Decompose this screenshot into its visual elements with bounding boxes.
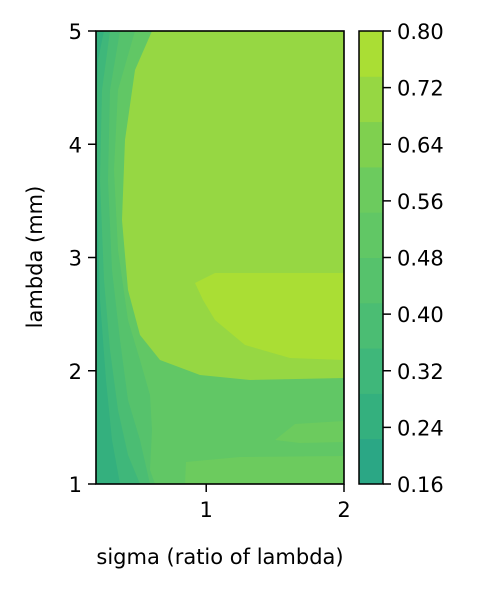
- colorbar-tick-label: 0.24: [397, 416, 444, 440]
- colorbar-segment: [359, 166, 383, 213]
- colorbar-tick-label: 0.64: [397, 133, 444, 157]
- region-lower-peak: [185, 456, 344, 484]
- plot-area: [96, 31, 344, 484]
- colorbar-segment: [359, 121, 383, 168]
- colorbar-tick-label: 0.80: [397, 20, 444, 44]
- colorbar-tick-label: 0.32: [397, 360, 444, 384]
- x-axis-label: sigma (ratio of lambda): [96, 545, 343, 569]
- colorbar-tick-label: 0.48: [397, 247, 444, 271]
- colorbar-tick-label: 0.40: [397, 303, 444, 327]
- y-tick-label: 4: [69, 133, 82, 157]
- y-tick-label: 2: [69, 360, 82, 384]
- y-tick-label: 3: [69, 247, 82, 271]
- y-axis: 1 2 3 4 5: [69, 20, 96, 497]
- x-tick-label: 1: [200, 498, 213, 522]
- colorbar-segment: [359, 393, 383, 440]
- colorbar-segment: [359, 257, 383, 304]
- colorbar-tick-label: 0.72: [397, 77, 444, 101]
- colorbar-segment: [359, 31, 383, 77]
- colorbar-segment: [359, 212, 383, 258]
- colorbar-tick-label: 0.16: [397, 473, 444, 497]
- region-lower-peak-2: [275, 421, 344, 443]
- colorbar: 0.80 0.72 0.64 0.56 0.48 0.40 0.32 0.24 0.16: [358, 20, 444, 497]
- y-axis-label: lambda (mm): [23, 186, 47, 329]
- colorbar-segment: [359, 438, 383, 485]
- colorbar-segment: [359, 302, 383, 349]
- y-tick-label: 5: [69, 20, 82, 44]
- colorbar-segment: [359, 348, 383, 394]
- region-peak: [195, 273, 344, 360]
- x-tick-label: 2: [337, 498, 350, 522]
- colorbar-segment: [359, 76, 383, 123]
- y-tick-label: 1: [69, 473, 82, 497]
- colorbar-tick-label: 0.56: [397, 190, 444, 214]
